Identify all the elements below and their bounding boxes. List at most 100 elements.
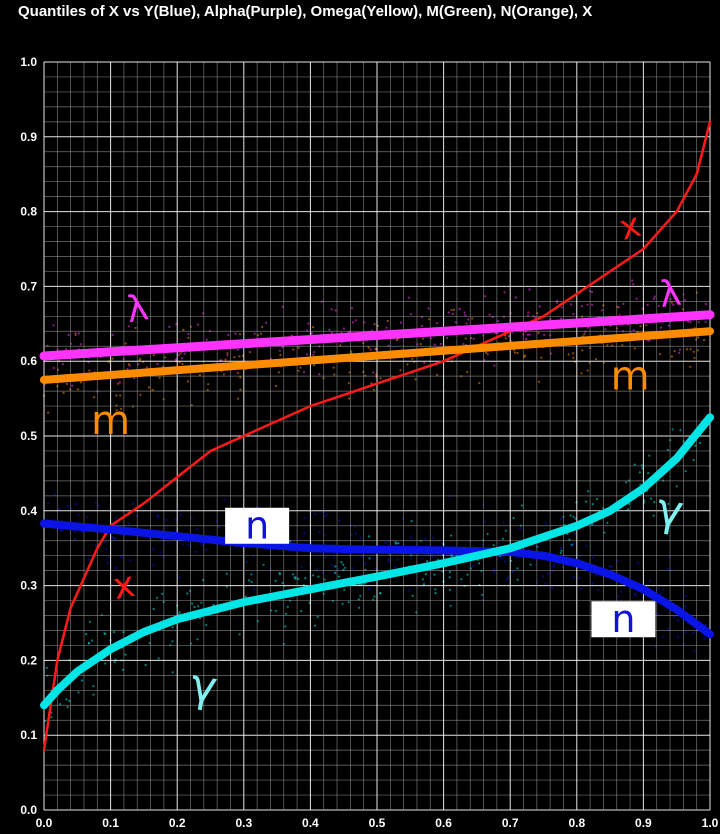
x-tick-label: 0.1 — [102, 816, 119, 830]
scatter-point-n — [676, 619, 680, 622]
y-tick-label: 0.5 — [20, 429, 37, 443]
scatter-point-m — [189, 325, 192, 328]
scatter-point-n — [483, 520, 487, 523]
scatter-point-y — [466, 573, 469, 576]
scatter-point-alpha — [653, 295, 656, 298]
scatter-point-y — [274, 579, 277, 583]
scatter-point-y — [294, 577, 297, 580]
scatter-point-m — [62, 391, 65, 394]
scatter-point-y — [238, 633, 241, 636]
scatter-point-alpha — [472, 337, 475, 340]
scatter-point-m — [464, 337, 467, 340]
scatter-point-y — [647, 472, 650, 475]
scatter-point-y — [421, 578, 425, 581]
y-tick-label: 0.1 — [20, 728, 37, 742]
scatter-point-n — [692, 632, 695, 635]
scatter-point-alpha — [407, 296, 410, 299]
scatter-point-m — [190, 404, 193, 407]
scatter-point-y — [92, 685, 95, 688]
scatter-point-alpha — [133, 377, 136, 380]
scatter-point-y — [225, 572, 228, 575]
scatter-point-n — [190, 516, 193, 520]
scatter-point-m — [411, 357, 414, 360]
scatter-point-n — [368, 587, 371, 591]
scatter-point-m — [471, 317, 474, 320]
scatter-point-n — [336, 567, 340, 571]
annotation-label: m — [91, 398, 130, 444]
scatter-point-alpha — [462, 343, 465, 346]
scatter-point-n — [152, 564, 155, 567]
scatter-point-y — [250, 580, 253, 584]
scatter-point-n — [493, 571, 496, 574]
scatter-point-n — [314, 513, 317, 516]
scatter-point-m — [659, 353, 662, 356]
scatter-point-m — [181, 362, 184, 366]
scatter-point-n — [577, 577, 581, 580]
scatter-point-m — [572, 352, 575, 355]
scatter-point-m — [406, 363, 409, 366]
scatter-point-n — [544, 522, 548, 525]
scatter-point-m — [186, 380, 190, 383]
x-tick-label: 0.6 — [435, 816, 452, 830]
scatter-point-alpha — [622, 302, 625, 305]
x-tick-label: 0.9 — [635, 816, 652, 830]
scatter-point-alpha — [646, 303, 649, 307]
scatter-point-n — [97, 504, 100, 507]
scatter-point-alpha — [372, 371, 375, 374]
scatter-point-alpha — [689, 321, 692, 324]
scatter-point-m — [422, 337, 425, 340]
scatter-point-n — [330, 564, 333, 567]
scatter-point-alpha — [71, 384, 74, 387]
scatter-point-y — [278, 571, 281, 575]
scatter-point-y — [104, 662, 107, 665]
scatter-point-alpha — [467, 318, 470, 321]
scatter-point-n — [387, 540, 390, 543]
scatter-point-y — [448, 571, 451, 574]
scatter-point-alpha — [306, 353, 309, 356]
scatter-point-y — [77, 691, 80, 694]
scatter-point-n — [194, 550, 197, 553]
scatter-point-alpha — [528, 333, 531, 336]
scatter-point-y — [426, 560, 429, 563]
scatter-point-n — [195, 527, 199, 531]
scatter-point-n — [662, 635, 665, 638]
scatter-point-n — [245, 560, 249, 564]
scatter-point-y — [313, 624, 317, 627]
scatter-point-y — [317, 575, 320, 578]
scatter-point-n — [351, 567, 354, 570]
scatter-point-n — [338, 519, 341, 522]
scatter-point-alpha — [281, 305, 284, 308]
scatter-point-alpha — [328, 328, 331, 331]
scatter-point-y — [422, 583, 426, 586]
scatter-point-n — [387, 558, 390, 561]
scatter-point-m — [226, 352, 229, 355]
scatter-point-y — [410, 520, 413, 523]
scatter-point-alpha — [205, 338, 208, 341]
scatter-point-alpha — [679, 303, 682, 306]
scatter-point-alpha — [385, 326, 388, 329]
scatter-point-n — [617, 595, 620, 598]
scatter-point-y — [570, 543, 573, 546]
scatter-point-y — [198, 617, 202, 620]
scatter-point-m — [379, 377, 382, 380]
scatter-point-alpha — [484, 295, 487, 298]
scatter-point-y — [675, 485, 678, 488]
scatter-point-y — [344, 566, 347, 569]
scatter-point-alpha — [52, 324, 55, 327]
scatter-point-y — [88, 620, 91, 623]
scatter-point-m — [602, 361, 605, 365]
scatter-point-n — [684, 605, 687, 608]
scatter-point-alpha — [678, 348, 682, 351]
scatter-point-m — [374, 348, 377, 351]
scatter-point-alpha — [187, 332, 190, 336]
scatter-point-n — [561, 566, 564, 569]
scatter-point-y — [124, 653, 127, 656]
scatter-point-n — [360, 555, 364, 559]
x-tick-label: 0.5 — [369, 816, 386, 830]
scatter-point-alpha — [265, 321, 268, 324]
scatter-point-y — [291, 573, 295, 576]
scatter-point-alpha — [586, 326, 590, 329]
scatter-point-alpha — [421, 324, 424, 327]
scatter-point-n — [127, 522, 130, 525]
